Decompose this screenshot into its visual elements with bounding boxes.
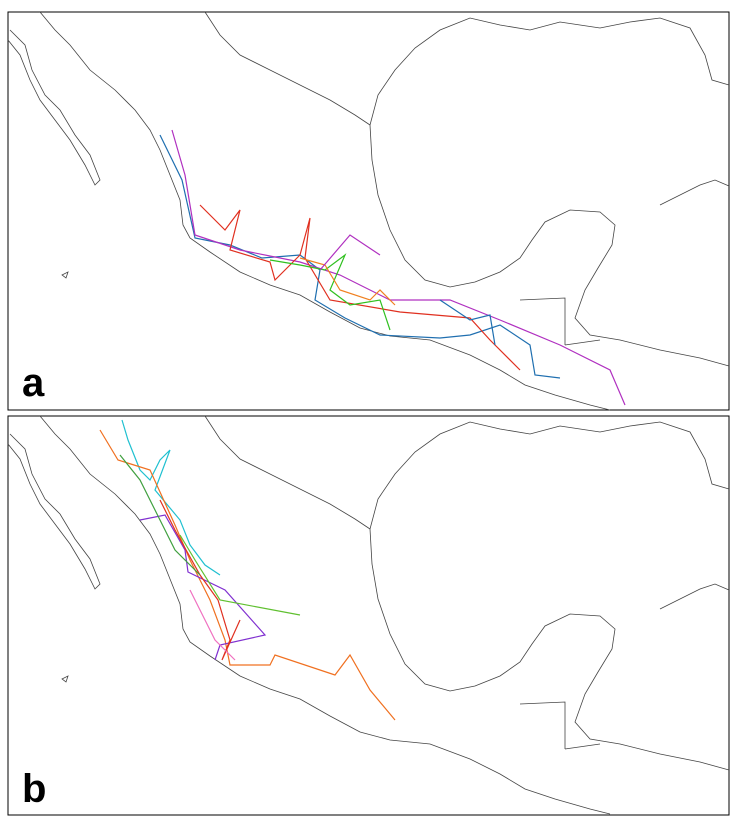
route	[121, 419, 221, 576]
panel-frame	[7, 11, 730, 411]
route	[159, 499, 241, 661]
panel-frame	[7, 415, 730, 816]
route	[179, 534, 301, 616]
route	[171, 129, 626, 406]
route	[439, 299, 496, 346]
route	[189, 589, 236, 661]
route	[139, 514, 267, 661]
panel-label: b	[22, 767, 46, 811]
route	[199, 204, 521, 371]
panel-a: a	[7, 11, 730, 411]
route	[319, 234, 381, 271]
route	[119, 454, 201, 576]
route	[299, 257, 396, 306]
panel-b: b	[7, 415, 730, 816]
panel-label: a	[22, 361, 45, 405]
route	[159, 134, 561, 379]
route	[269, 253, 391, 331]
